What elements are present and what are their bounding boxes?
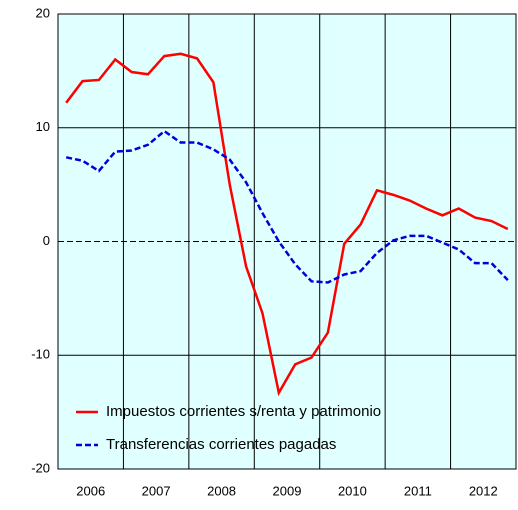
y-tick-label: -10: [31, 347, 50, 362]
x-tick-label: 2008: [207, 483, 236, 498]
x-tick-label: 2007: [142, 483, 171, 498]
y-tick-label: 20: [36, 5, 50, 20]
legend-label: Impuestos corrientes s/renta y patrimoni…: [106, 403, 381, 420]
x-tick-label: 2012: [469, 483, 498, 498]
data-line: [65, 129, 509, 284]
y-tick-label: 0: [43, 233, 50, 248]
x-tick-label: 2010: [338, 483, 367, 498]
y-tick-label: 10: [36, 119, 50, 134]
legend-label: Transferencias corrientes pagadas: [106, 436, 336, 453]
x-tick-label: 2009: [273, 483, 302, 498]
x-tick-label: 2011: [404, 483, 432, 498]
data-line: [65, 52, 509, 397]
x-tick-label: 2006: [76, 483, 105, 498]
y-tick-label: -20: [31, 460, 50, 475]
